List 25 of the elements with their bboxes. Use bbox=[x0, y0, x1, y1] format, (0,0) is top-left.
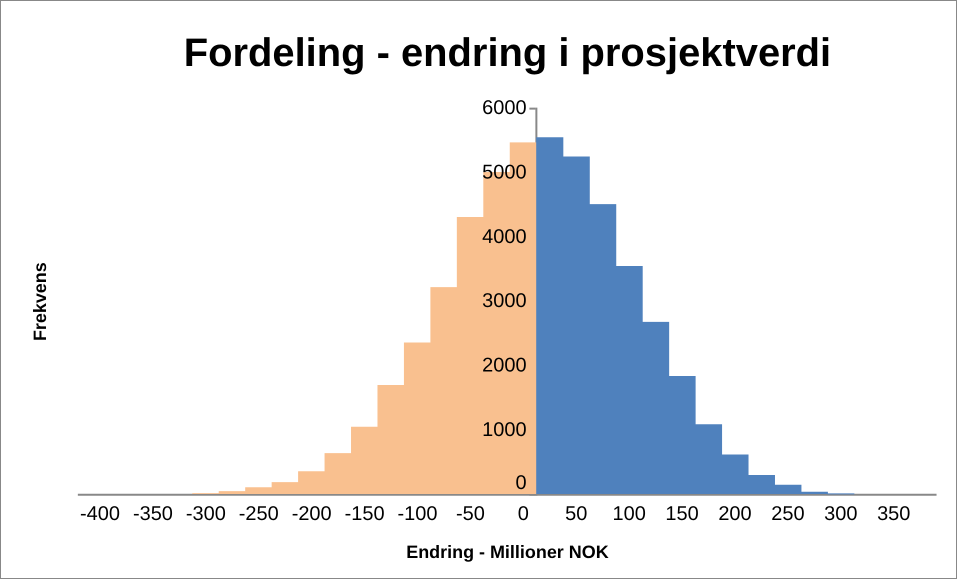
y-tick-label: 6000 bbox=[482, 97, 527, 120]
x-tick-label: 50 bbox=[565, 503, 588, 526]
x-tick-label: 300 bbox=[824, 503, 858, 526]
x-tick-label: -350 bbox=[132, 503, 173, 526]
x-tick-label: 150 bbox=[665, 503, 699, 526]
x-tick-label: 200 bbox=[718, 503, 752, 526]
y-tick-label: 2000 bbox=[482, 354, 527, 376]
x-tick-label: 350 bbox=[877, 503, 910, 526]
y-tick-label: 5000 bbox=[482, 161, 527, 184]
y-axis-title: Frekvens bbox=[30, 262, 50, 342]
x-tick-label: -50 bbox=[456, 503, 485, 526]
y-tick-label: 4000 bbox=[482, 226, 527, 248]
x-axis-title: Endring - Millioner NOK bbox=[406, 542, 609, 562]
x-tick-label: 250 bbox=[771, 503, 805, 526]
x-tick-label: -250 bbox=[238, 503, 279, 526]
x-tick-label: 100 bbox=[612, 503, 646, 526]
y-tick-label: 3000 bbox=[482, 290, 527, 312]
x-tick-label: -400 bbox=[80, 503, 120, 526]
y-tick-label: 1000 bbox=[482, 418, 527, 441]
x-tick-label: -150 bbox=[344, 503, 385, 526]
chart-title: Fordeling - endring i prosjektverdi bbox=[184, 30, 832, 75]
y-tick-label: 0 bbox=[515, 472, 527, 494]
x-tick-label: -100 bbox=[398, 503, 438, 526]
x-tick-label: -200 bbox=[292, 503, 332, 526]
x-tick-label: -300 bbox=[186, 503, 226, 526]
